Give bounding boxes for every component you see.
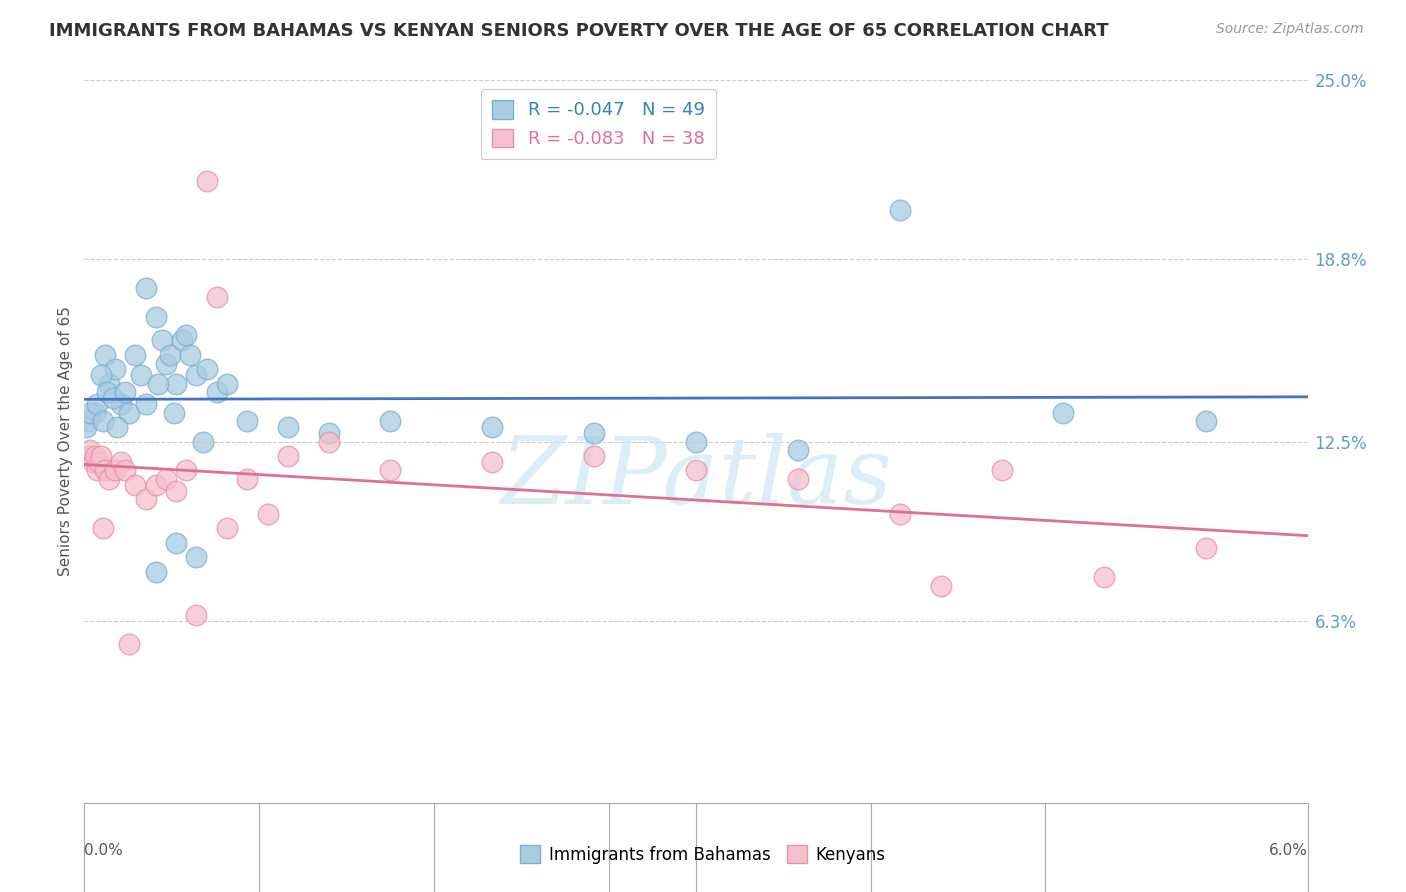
Point [191, 434, 214, 449]
Point [118, 637, 141, 651]
Point [104, 362, 127, 376]
Point [236, 472, 259, 486]
Point [96, 385, 118, 400]
Point [135, 397, 157, 411]
Point [86, 397, 108, 411]
Point [1195, 541, 1218, 556]
Point [186, 368, 208, 382]
Point [257, 507, 280, 521]
Point [217, 521, 239, 535]
Point [155, 357, 177, 371]
Point [91, 414, 114, 428]
Point [90, 368, 112, 382]
Point [145, 565, 167, 579]
Point [145, 478, 167, 492]
Point [1195, 414, 1218, 428]
Point [1052, 406, 1074, 420]
Point [159, 348, 181, 362]
Y-axis label: Seniors Poverty Over the Age of 65: Seniors Poverty Over the Age of 65 [58, 307, 73, 576]
Text: ZIPatlas: ZIPatlas [501, 433, 891, 523]
Point [186, 607, 208, 622]
Point [787, 443, 810, 458]
Point [97, 472, 120, 486]
Point [195, 362, 218, 376]
Point [929, 579, 952, 593]
Point [110, 397, 132, 411]
Point [124, 478, 146, 492]
Point [889, 507, 911, 521]
Point [82, 455, 104, 469]
Legend: R = -0.047   N = 49, R = -0.083   N = 38: R = -0.047 N = 49, R = -0.083 N = 38 [481, 89, 716, 159]
Point [105, 420, 128, 434]
Point [79, 443, 101, 458]
Point [87, 455, 110, 469]
Point [165, 535, 187, 549]
Point [101, 391, 124, 405]
Point [118, 406, 141, 420]
Point [83, 449, 105, 463]
Text: IMMIGRANTS FROM BAHAMAS VS KENYAN SENIORS POVERTY OVER THE AGE OF 65 CORRELATION: IMMIGRANTS FROM BAHAMAS VS KENYAN SENIOR… [49, 22, 1109, 40]
Point [91, 521, 114, 535]
Point [1092, 570, 1115, 584]
Point [150, 334, 173, 348]
Point [236, 414, 259, 428]
Point [991, 463, 1014, 477]
Point [186, 550, 208, 565]
Point [179, 348, 201, 362]
Point [380, 463, 402, 477]
Point [110, 455, 132, 469]
Point [146, 376, 169, 391]
Point [79, 406, 101, 420]
Point [104, 463, 127, 477]
Point [217, 376, 239, 391]
Point [75, 420, 97, 434]
Point [685, 434, 707, 449]
Point [97, 376, 120, 391]
Point [145, 310, 167, 325]
Legend: Immigrants from Bahamas, Kenyans: Immigrants from Bahamas, Kenyans [513, 838, 893, 871]
Point [93, 348, 115, 362]
Point [165, 376, 187, 391]
Point [481, 455, 503, 469]
Text: Source: ZipAtlas.com: Source: ZipAtlas.com [1216, 22, 1364, 37]
Point [135, 492, 157, 507]
Point [93, 463, 115, 477]
Point [380, 414, 402, 428]
Point [114, 463, 136, 477]
Point [174, 327, 197, 342]
Point [135, 281, 157, 295]
Point [83, 406, 105, 420]
Point [481, 420, 503, 434]
Point [163, 406, 186, 420]
Point [124, 348, 146, 362]
Point [277, 420, 299, 434]
Text: 6.0%: 6.0% [1268, 843, 1308, 857]
Point [277, 449, 299, 463]
Point [685, 463, 707, 477]
Point [86, 463, 108, 477]
Point [155, 472, 177, 486]
Point [195, 174, 218, 188]
Text: 0.0%: 0.0% [84, 843, 124, 857]
Point [174, 463, 197, 477]
Point [205, 290, 228, 304]
Point [90, 449, 112, 463]
Point [889, 203, 911, 218]
Point [165, 483, 187, 498]
Point [131, 368, 153, 382]
Point [77, 449, 100, 463]
Point [583, 425, 606, 440]
Point [114, 385, 136, 400]
Point [77, 414, 100, 428]
Point [318, 434, 340, 449]
Point [318, 425, 340, 440]
Point [583, 449, 606, 463]
Point [205, 385, 228, 400]
Point [172, 334, 194, 348]
Point [787, 472, 810, 486]
